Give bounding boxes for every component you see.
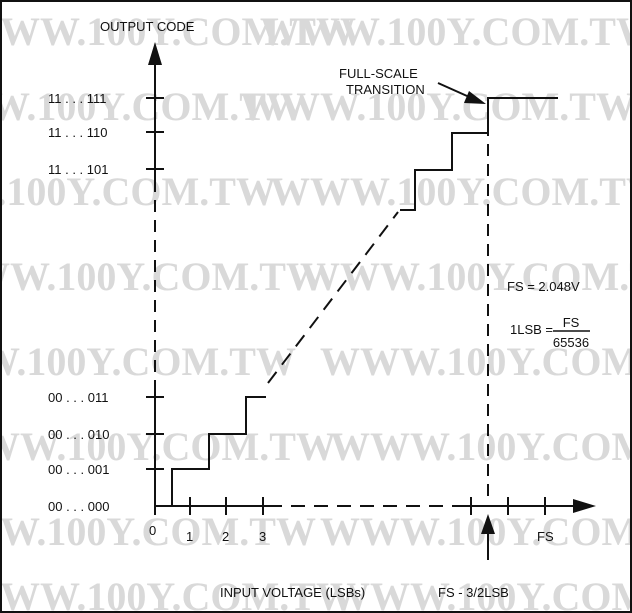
watermark-text: WWW.100Y.COM.TW xyxy=(320,339,632,384)
x-axis xyxy=(155,499,596,513)
staircase-lower xyxy=(171,396,266,506)
x-axis-title: INPUT VOLTAGE (LSBs) xyxy=(220,585,365,600)
fs-value-label: FS = 2.048V xyxy=(507,279,580,294)
y-axis-title: OUTPUT CODE xyxy=(100,19,195,34)
watermark-text: WWW.100Y.COM.TW xyxy=(320,509,632,554)
x-tick-label: 2 xyxy=(222,529,229,544)
watermark-text: WWW.100Y.COM.TW xyxy=(0,84,306,129)
y-code-label: 00 . . . 001 xyxy=(48,462,109,477)
lsb-prefix-label: 1LSB = xyxy=(510,322,553,337)
x-tick-label: 1 xyxy=(186,529,193,544)
fs-minus-label: FS - 3/2LSB xyxy=(438,585,509,600)
y-axis-arrow-icon xyxy=(148,42,162,65)
full-scale-label-line1: FULL-SCALE xyxy=(339,66,418,81)
watermark-text: WWW.100Y.COM.TW xyxy=(0,254,326,299)
lsb-numerator: FS xyxy=(563,315,580,330)
x-tick-label: 3 xyxy=(259,529,266,544)
x-tick-label: FS xyxy=(537,529,554,544)
watermark-text: WWW.100Y.COM.TW xyxy=(240,84,632,129)
watermark-text: WWW.100Y.COM.TW xyxy=(0,424,336,469)
full-scale-label-line2: TRANSITION xyxy=(346,82,425,97)
y-code-label: 11 . . . 110 xyxy=(48,125,108,140)
watermark-text: WWW.100Y.COM.TW xyxy=(0,9,356,54)
y-code-labels: 11 . . . 111 11 . . . 110 11 . . . 101 0… xyxy=(48,91,109,514)
watermark-text: WWW.100Y.COM.TW xyxy=(300,254,632,299)
watermark-text: WWW.100Y.COM.TW xyxy=(270,169,632,214)
x-ticks xyxy=(189,497,546,515)
x-tick-label: 0 xyxy=(149,523,156,538)
y-code-label: 00 . . . 011 xyxy=(48,390,108,405)
watermark-text: WWW.100Y.COM.TW xyxy=(0,509,316,554)
y-code-label: 00 . . . 000 xyxy=(48,499,109,514)
y-code-label: 11 . . . 111 xyxy=(48,91,107,106)
x-axis-arrow-icon xyxy=(573,499,596,513)
watermark-text: WWW.100Y.COM.TW xyxy=(330,574,632,613)
x-tick-labels: 0 1 2 3 FS xyxy=(149,523,554,544)
watermark-text: WWW.100Y.COM.TW xyxy=(0,339,296,384)
y-axis xyxy=(148,42,162,515)
lsb-denominator: 65536 xyxy=(553,335,589,350)
watermark-layer: WWW.100Y.COM.TW WWW.100Y.COM.TW WWW.100Y… xyxy=(0,9,632,613)
fs-minus-arrow-icon xyxy=(481,514,495,534)
full-scale-arrow-icon xyxy=(464,91,486,104)
watermark-text: WWW.100Y.COM.TW xyxy=(0,169,276,214)
watermark-text: WWW.100Y.COM.TW xyxy=(330,424,632,469)
staircase-dashed-middle xyxy=(267,211,399,384)
transfer-curve xyxy=(171,97,558,506)
y-code-label: 00 . . . 010 xyxy=(48,427,109,442)
y-ticks xyxy=(146,97,164,470)
watermark-text: WWW.100Y.COM.TW xyxy=(0,574,356,613)
y-code-label: 11 . . . 101 xyxy=(48,162,108,177)
watermark-text: WWW.100Y.COM.TW xyxy=(260,9,632,54)
staircase-upper xyxy=(400,97,558,211)
